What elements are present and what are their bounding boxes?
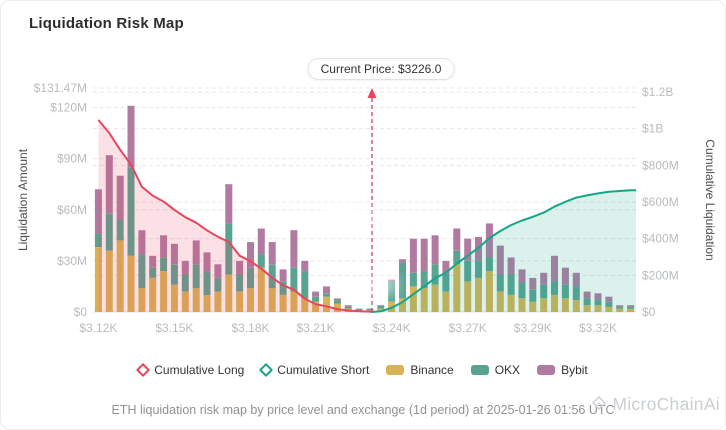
svg-text:$400M: $400M	[642, 232, 679, 246]
svg-text:$90M: $90M	[57, 152, 87, 166]
svg-text:$800M: $800M	[642, 158, 679, 172]
svg-text:$0: $0	[74, 305, 88, 319]
cumulative-long-diamond-icon	[136, 362, 151, 378]
svg-text:$200M: $200M	[642, 268, 679, 282]
svg-text:$1B: $1B	[642, 122, 663, 136]
legend-item-bybit[interactable]: Bybit	[537, 363, 588, 377]
bybit-swatch-icon	[537, 365, 556, 375]
bars-bybit	[94, 105, 635, 307]
svg-text:$60M: $60M	[57, 203, 87, 217]
legend-item-cumulative-long[interactable]: Cumulative Long	[136, 362, 245, 378]
cumulative-short-diamond-icon	[259, 362, 274, 378]
svg-text:Liquidation Amount: Liquidation Amount	[16, 148, 30, 251]
bars-binance	[94, 240, 635, 312]
svg-text:$3.18K: $3.18K	[231, 321, 269, 335]
gem-logo-icon	[592, 395, 607, 410]
watermark-blur-blob	[363, 274, 399, 296]
axis-labels: $0 $30M $60M $90M $120M $131.47M $0 $200M $400M $…	[16, 81, 717, 335]
legend-label: Cumulative Short	[277, 363, 370, 377]
chart-caption: ETH liquidation risk map by price level …	[111, 403, 615, 417]
legend-label: Cumulative Long	[154, 363, 245, 377]
legend-label: Bybit	[561, 363, 588, 377]
legend-item-binance[interactable]: Binance	[386, 363, 454, 377]
brand-watermark-text: MicroChainAi	[612, 394, 720, 414]
svg-text:$600M: $600M	[642, 195, 679, 209]
page-title: Liquidation Risk Map	[29, 15, 184, 32]
line-cumulative-long	[97, 119, 373, 313]
svg-text:$3.21K: $3.21K	[297, 321, 335, 335]
svg-text:$3.32K: $3.32K	[579, 321, 617, 335]
svg-text:$120M: $120M	[50, 101, 87, 115]
legend-item-okx[interactable]: OKX	[470, 363, 521, 377]
svg-text:$3.15K: $3.15K	[155, 321, 193, 335]
svg-text:Cumulative Liquidation: Cumulative Liquidation	[703, 139, 717, 260]
chart-legend: Cumulative Long Cumulative Short Binance…	[1, 362, 725, 378]
binance-swatch-icon	[386, 365, 405, 375]
chart-canvas: $0 $30M $60M $90M $120M $131.47M $0 $200M $400M $…	[16, 81, 717, 335]
svg-text:$0: $0	[642, 305, 656, 319]
svg-text:$131.47M: $131.47M	[34, 81, 87, 95]
svg-text:$1.2B: $1.2B	[642, 85, 673, 99]
svg-text:$3.12K: $3.12K	[79, 321, 117, 335]
brand-watermark: MicroChainAi	[589, 394, 720, 415]
svg-text:$3.27K: $3.27K	[449, 321, 487, 335]
watermark-blur-blob	[317, 202, 373, 232]
svg-text:$3.29K: $3.29K	[514, 321, 552, 335]
svg-text:$3.24K: $3.24K	[373, 321, 411, 335]
current-price-tooltip: Current Price: $3226.0	[307, 58, 455, 80]
okx-swatch-icon	[470, 365, 489, 375]
legend-label: Binance	[410, 363, 454, 377]
bars-okx	[94, 167, 635, 311]
svg-text:$30M: $30M	[57, 254, 87, 268]
legend-label: OKX	[494, 363, 521, 377]
legend-item-cumulative-short[interactable]: Cumulative Short	[259, 362, 370, 378]
line-cumulative-short	[371, 189, 636, 313]
